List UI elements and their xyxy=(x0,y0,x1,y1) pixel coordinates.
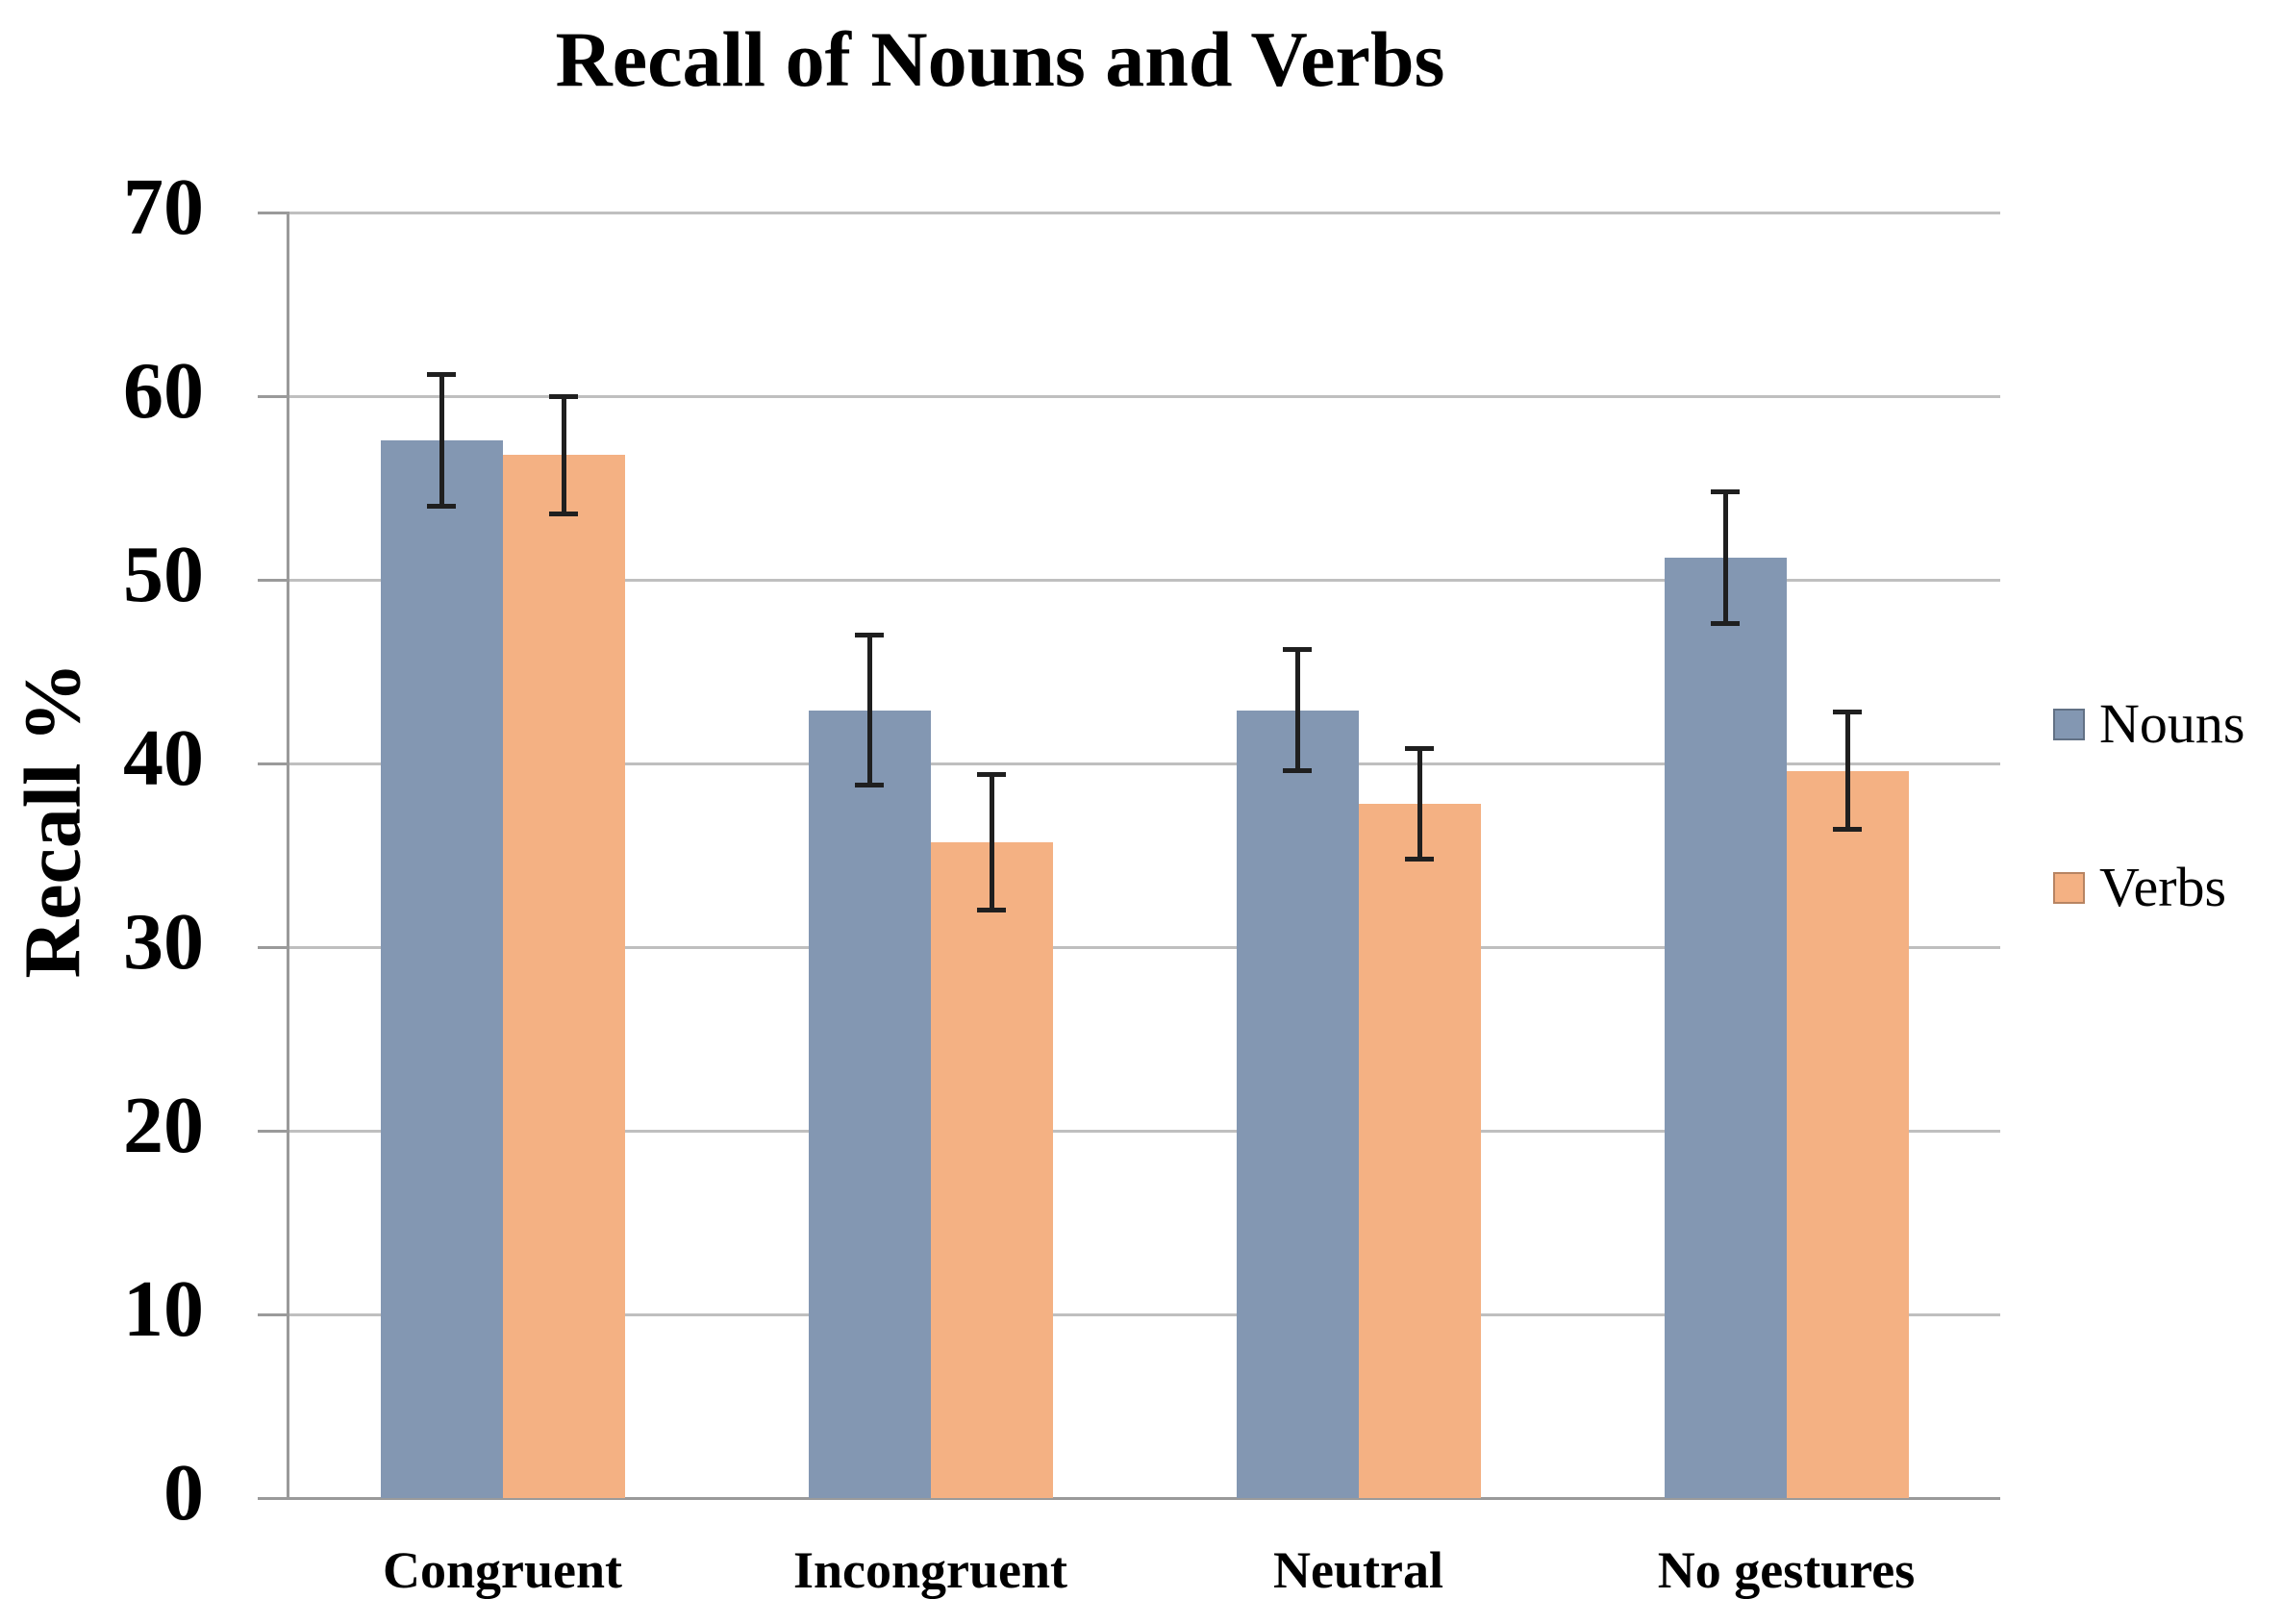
error-bar-whisker-nouns-2 xyxy=(1294,649,1300,771)
error-bar-whisker-verbs-2 xyxy=(1417,748,1422,860)
y-axis-tick-70 xyxy=(258,211,288,214)
bar-nouns-3 xyxy=(1664,558,1787,1498)
error-bar-cap-bottom-verbs-2 xyxy=(1405,856,1434,862)
y-axis-tick-10 xyxy=(258,1312,288,1316)
bar-verbs-0 xyxy=(502,455,625,1498)
bar-verbs-2 xyxy=(1358,804,1481,1498)
y-axis-line xyxy=(287,212,289,1499)
error-bar-whisker-nouns-1 xyxy=(866,635,872,786)
gridline-30 xyxy=(288,945,2000,949)
bar-nouns-2 xyxy=(1236,710,1359,1498)
legend-swatch-nouns xyxy=(2053,708,2085,740)
error-bar-cap-bottom-verbs-0 xyxy=(549,511,578,516)
error-bar-cap-top-nouns-2 xyxy=(1283,647,1312,653)
chart-title: Recall of Nouns and Verbs xyxy=(555,15,1445,103)
x-category-label-0: Congruent xyxy=(382,1541,622,1599)
x-category-label-2: Neutral xyxy=(1273,1541,1443,1599)
error-bar-cap-top-verbs-0 xyxy=(549,393,578,399)
legend-label-verbs: Verbs xyxy=(2099,856,2227,918)
gridline-10 xyxy=(288,1312,2000,1316)
y-axis-tick-40 xyxy=(258,762,288,765)
legend-item-verbs: Verbs xyxy=(2053,856,2226,919)
error-bar-cap-bottom-nouns-1 xyxy=(855,783,884,788)
bar-nouns-1 xyxy=(808,710,931,1498)
bar-verbs-1 xyxy=(930,842,1053,1498)
legend-swatch-verbs xyxy=(2053,871,2085,904)
y-tick-label-50: 50 xyxy=(123,530,204,619)
gridline-50 xyxy=(288,578,2000,582)
error-bar-cap-top-nouns-1 xyxy=(855,632,884,637)
legend-label-nouns: Nouns xyxy=(2099,692,2245,755)
error-bar-cap-bottom-verbs-3 xyxy=(1833,827,1862,833)
gridline-70 xyxy=(288,211,2000,214)
gridline-20 xyxy=(288,1129,2000,1133)
y-tick-label-40: 40 xyxy=(123,713,204,803)
bar-nouns-0 xyxy=(380,439,503,1498)
x-category-label-1: Incongruent xyxy=(792,1541,1068,1599)
error-bar-cap-bottom-verbs-1 xyxy=(977,908,1006,913)
y-axis-tick-20 xyxy=(258,1129,288,1133)
error-bar-cap-top-verbs-2 xyxy=(1405,746,1434,752)
gridline-60 xyxy=(288,394,2000,398)
error-bar-cap-bottom-nouns-3 xyxy=(1711,621,1740,627)
error-bar-whisker-verbs-1 xyxy=(989,774,994,911)
gridline-40 xyxy=(288,762,2000,765)
y-tick-label-30: 30 xyxy=(123,897,204,987)
x-axis-line xyxy=(258,1496,2000,1500)
y-tick-label-10: 10 xyxy=(123,1264,204,1354)
error-bar-cap-bottom-nouns-0 xyxy=(427,504,456,510)
legend-item-nouns: Nouns xyxy=(2053,692,2244,756)
error-bar-cap-top-verbs-1 xyxy=(977,771,1006,777)
error-bar-cap-top-verbs-3 xyxy=(1833,710,1862,715)
error-bar-cap-top-nouns-0 xyxy=(427,371,456,377)
y-axis-tick-30 xyxy=(258,945,288,949)
y-axis-tick-50 xyxy=(258,578,288,582)
y-tick-label-0: 0 xyxy=(163,1448,204,1537)
x-category-label-3: No gestures xyxy=(1657,1541,1916,1599)
y-tick-label-20: 20 xyxy=(123,1081,204,1170)
bar-verbs-3 xyxy=(1786,770,1909,1498)
y-tick-label-70: 70 xyxy=(123,162,204,252)
error-bar-whisker-nouns-3 xyxy=(1722,491,1728,624)
error-bar-whisker-verbs-3 xyxy=(1844,712,1850,830)
error-bar-cap-bottom-nouns-2 xyxy=(1283,768,1312,774)
error-bar-whisker-verbs-0 xyxy=(561,396,566,514)
error-bar-whisker-nouns-0 xyxy=(439,374,444,507)
error-bar-cap-top-nouns-3 xyxy=(1711,488,1740,494)
y-axis-tick-60 xyxy=(258,394,288,398)
y-tick-label-60: 60 xyxy=(123,346,204,436)
